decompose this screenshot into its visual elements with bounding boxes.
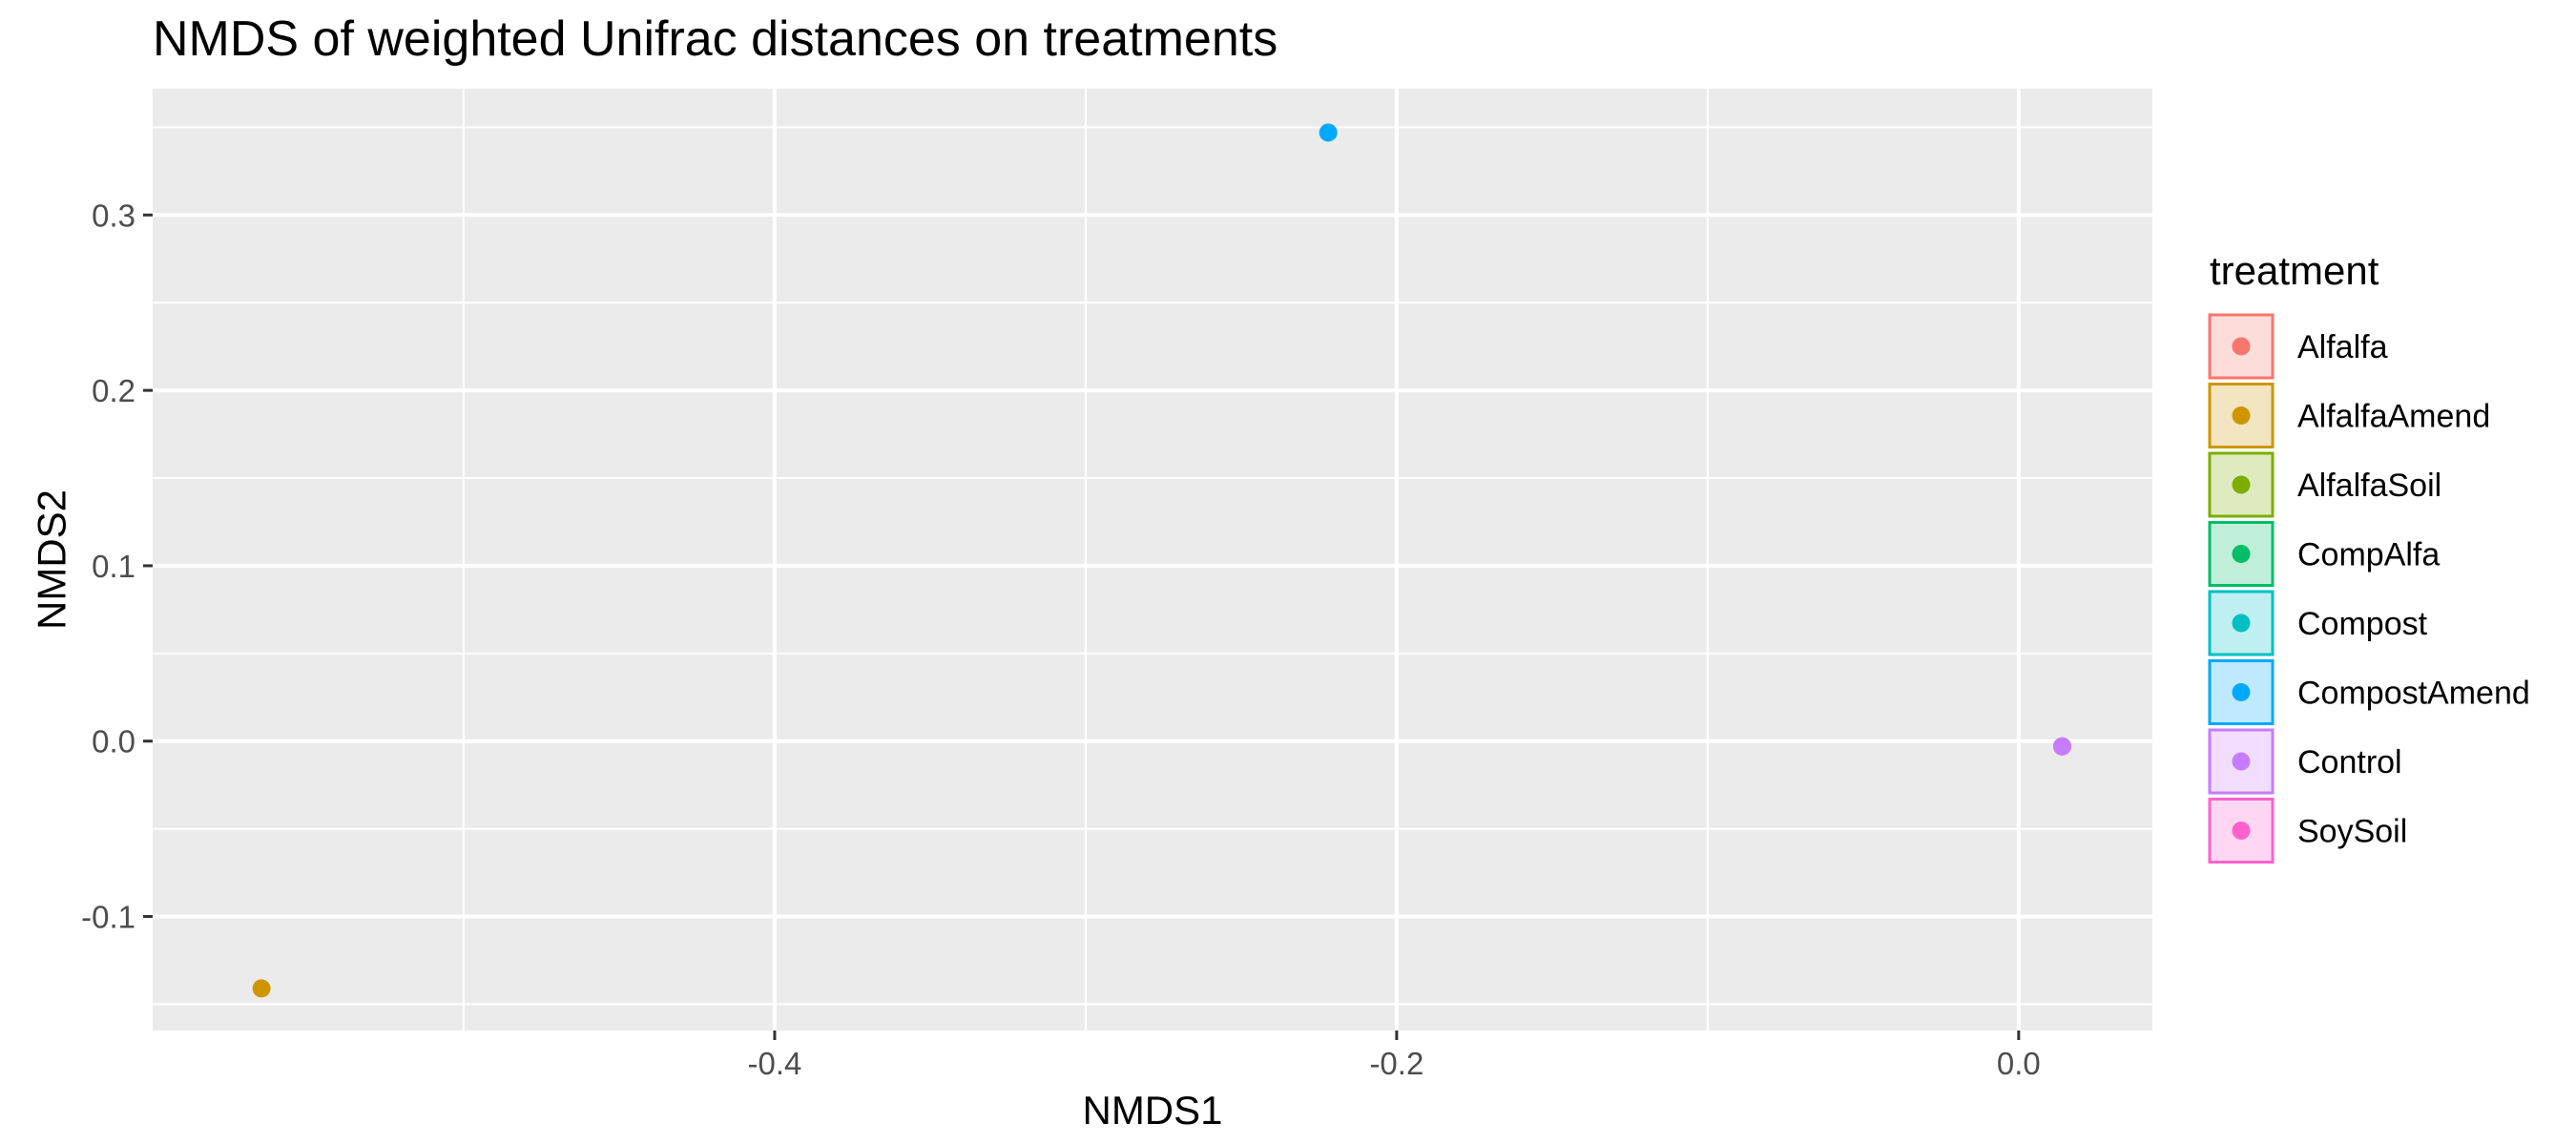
legend-key-point: [2232, 337, 2251, 356]
legend-key-point: [2232, 475, 2251, 494]
legend-key-box: [2208, 659, 2275, 725]
y-axis-title: NMDS2: [30, 489, 74, 630]
legend-entry-soysoil: SoySoil: [2208, 798, 2407, 864]
legend-key-point: [2232, 752, 2251, 771]
x-tick-label: -0.2: [1369, 1046, 1423, 1081]
legend-label: AlfalfaAmend: [2297, 399, 2490, 435]
x-axis-title: NMDS1: [1082, 1088, 1222, 1133]
data-point-alfalfaamend: [252, 979, 271, 998]
legend-entry-compost: Compost: [2208, 590, 2428, 656]
legend-entry-alfalfasoil: AlfalfaSoil: [2208, 451, 2441, 518]
legend: treatment Alfalfa AlfalfaAmend AlfalfaSoil…: [2208, 248, 2530, 864]
legend-label: CompostAmend: [2297, 676, 2530, 712]
legend-label: Compost: [2297, 606, 2428, 642]
data-point-control: [2052, 737, 2071, 756]
legend-key-point: [2232, 406, 2251, 425]
data-point-compostamend: [1319, 123, 1338, 142]
legend-key-point: [2232, 614, 2251, 633]
legend-entries: Alfalfa AlfalfaAmend AlfalfaSoil CompAlfa Co…: [2208, 313, 2530, 864]
legend-label: CompAlfa: [2297, 537, 2440, 573]
x-tick-label: -0.4: [748, 1046, 802, 1081]
y-tick-label: -0.1: [81, 900, 135, 935]
y-axis-ticks: -0.1 0.0 0.1 0.2 0.3: [81, 198, 153, 935]
y-tick-label: 0.0: [92, 724, 135, 760]
legend-entry-compostamend: CompostAmend: [2208, 659, 2530, 725]
legend-title: treatment: [2210, 248, 2379, 293]
legend-key-point: [2232, 822, 2251, 840]
legend-entry-alfalfa: Alfalfa: [2208, 313, 2388, 380]
legend-key-point: [2232, 545, 2251, 563]
legend-label: Control: [2297, 744, 2402, 781]
y-tick-label: 0.1: [92, 549, 135, 584]
legend-key-point: [2232, 683, 2251, 701]
x-axis-ticks: -0.4 -0.2 0.0: [748, 1030, 2041, 1081]
legend-entry-compalfa: CompAlfa: [2208, 521, 2440, 587]
legend-label: Alfalfa: [2297, 329, 2388, 365]
legend-entry-alfalfaamend: AlfalfaAmend: [2208, 383, 2490, 448]
plot-panel: [153, 89, 2152, 1030]
y-tick-label: 0.3: [92, 198, 135, 233]
legend-label: AlfalfaSoil: [2297, 468, 2441, 504]
data-points: [252, 123, 2071, 998]
y-tick-label: 0.2: [92, 373, 135, 408]
x-tick-label: 0.0: [1997, 1046, 2041, 1081]
major-gridlines: [153, 89, 2152, 1030]
minor-gridlines: [153, 89, 2152, 1030]
legend-entry-control: Control: [2208, 728, 2402, 795]
legend-label: SoySoil: [2297, 814, 2407, 850]
chart-title: NMDS of weighted Unifrac distances on tr…: [153, 11, 1278, 67]
